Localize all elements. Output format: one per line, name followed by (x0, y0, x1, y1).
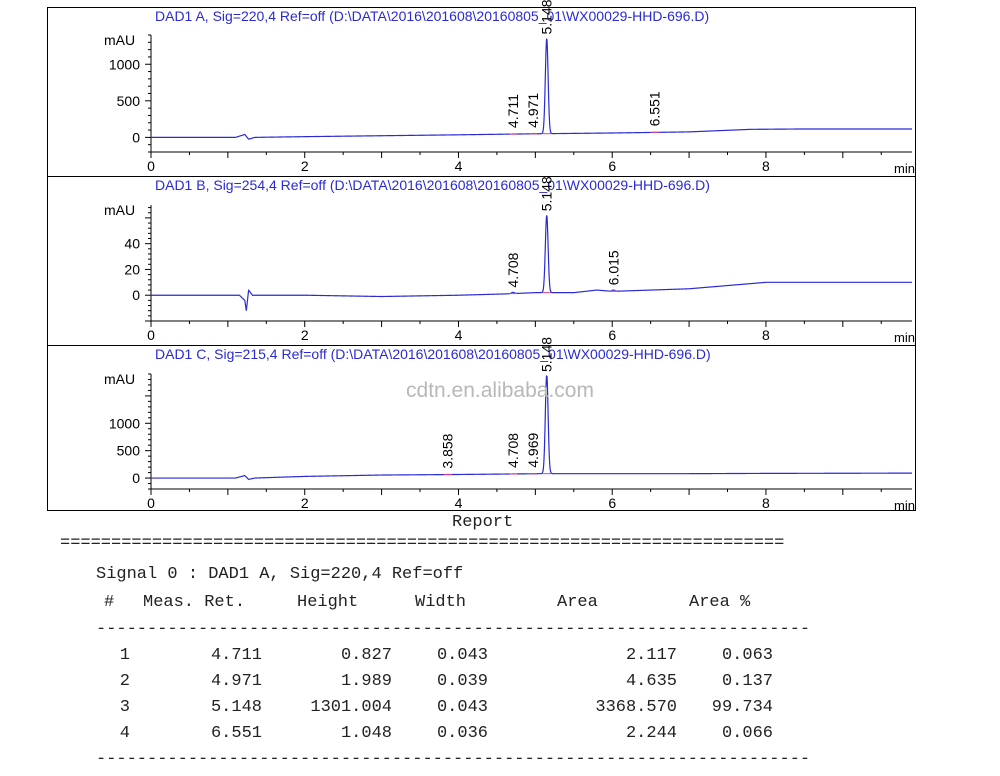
x-tick-label: 0 (147, 158, 155, 174)
table-cell: 4.971 (210, 672, 262, 691)
table-cell: 1301.004 (310, 698, 392, 717)
y-tick-label: 0 (132, 287, 140, 303)
x-tick-label: 2 (301, 327, 309, 343)
chromatogram-panel: DAD1 A, Sig=220,4 Ref=off (D:\DATA\2016\… (104, 0, 915, 176)
y-tick-label: 1000 (109, 415, 140, 431)
table-cell: 3368.570 (595, 698, 677, 717)
table-cell: 1.048 (340, 724, 392, 743)
table-cell: 4.635 (625, 672, 677, 691)
table-dash-line-bottom: ----------------------------------------… (96, 750, 811, 769)
panel-title: DAD1 C, Sig=215,4 Ref=off (D:\DATA\2016\… (155, 346, 711, 362)
x-axis-unit: min (894, 330, 915, 345)
y-tick-label: 40 (124, 236, 140, 252)
table-cell: 0.066 (721, 724, 773, 743)
x-tick-label: 2 (301, 158, 309, 174)
x-tick-label: 8 (762, 495, 770, 511)
signal-trace (151, 215, 912, 311)
x-tick-label: 6 (608, 327, 616, 343)
peak-label: 5.148 (539, 337, 555, 372)
peak-label: 5.148 (539, 176, 555, 211)
x-tick-label: 4 (455, 495, 463, 511)
chromatogram-figure: DAD1 A, Sig=220,4 Ref=off (D:\DATA\2016\… (47, 0, 916, 512)
chromatogram-panel: DAD1 B, Sig=254,4 Ref=off (D:\DATA\2016\… (104, 176, 915, 345)
y-tick-label: 500 (117, 93, 141, 109)
y-tick-label: 1000 (109, 56, 140, 72)
table-cell: 0.036 (436, 724, 488, 743)
x-axis-unit: min (894, 498, 915, 512)
peak-label: 4.971 (525, 93, 541, 128)
x-axis-unit: min (894, 161, 915, 176)
table-cell: 3 (119, 698, 130, 717)
table-cell: 4 (119, 724, 130, 743)
chromatogram-border (47, 7, 916, 511)
table-cell: 2.244 (625, 724, 677, 743)
report-title: Report (452, 513, 514, 532)
y-tick-label: 0 (132, 129, 140, 145)
table-dash-line: ----------------------------------------… (96, 620, 811, 639)
table-cell: 6.551 (210, 724, 262, 743)
peak-label: 4.711 (505, 94, 521, 128)
y-axis-label: mAU (104, 202, 135, 218)
table-cell: 1.989 (340, 672, 392, 691)
y-tick-label: 20 (124, 261, 140, 277)
table-cell: 0.827 (340, 646, 392, 665)
chromatogram-panel: DAD1 C, Sig=215,4 Ref=off (D:\DATA\2016\… (104, 337, 915, 512)
report-section: Report =================================… (0, 510, 1000, 776)
table-cell: 0.039 (436, 672, 488, 691)
watermark: cdtn.en.alibaba.com (406, 379, 594, 402)
x-tick-label: 0 (147, 495, 155, 511)
x-tick-label: 0 (147, 327, 155, 343)
x-tick-label: 2 (301, 495, 309, 511)
peak-label: 4.969 (525, 433, 541, 468)
y-tick-label: 500 (117, 443, 141, 459)
x-tick-label: 8 (762, 158, 770, 174)
x-tick-label: 8 (762, 327, 770, 343)
table-cell: 0.063 (721, 646, 773, 665)
table-cell: 4.711 (210, 646, 262, 665)
header-area-pct: Area % (689, 593, 751, 612)
panel-title: DAD1 A, Sig=220,4 Ref=off (D:\DATA\2016\… (155, 8, 709, 24)
peak-label: 5.148 (539, 0, 555, 35)
peak-label: 6.551 (647, 91, 663, 126)
peak-label: 6.015 (605, 250, 621, 285)
x-tick-label: 6 (608, 158, 616, 174)
table-cell: 2.117 (625, 646, 677, 665)
header-ret: Meas. Ret. (143, 593, 246, 612)
table-cell: 2 (119, 672, 130, 691)
x-tick-label: 4 (455, 158, 463, 174)
table-cell: 0.137 (721, 672, 773, 691)
table-cell: 1 (119, 646, 130, 665)
peak-label: 4.708 (505, 252, 521, 287)
x-tick-label: 6 (608, 495, 616, 511)
peak-label: 4.708 (505, 433, 521, 468)
y-tick-label: 0 (132, 470, 140, 486)
table-cell: 5.148 (210, 698, 262, 717)
header-width: Width (415, 593, 467, 612)
peak-label: 3.858 (440, 433, 456, 468)
table-cell: 0.043 (436, 646, 488, 665)
x-tick-label: 4 (455, 327, 463, 343)
panel-title: DAD1 B, Sig=254,4 Ref=off (D:\DATA\2016\… (155, 177, 710, 193)
header-index: # (104, 593, 115, 612)
header-height: Height (297, 593, 359, 612)
signal-line: Signal 0 : DAD1 A, Sig=220,4 Ref=off (96, 565, 464, 584)
y-axis-label: mAU (104, 32, 135, 48)
header-area: Area (557, 593, 598, 612)
table-cell: 99.734 (711, 698, 773, 717)
table-cell: 0.043 (436, 698, 488, 717)
y-axis-label: mAU (104, 371, 135, 387)
report-separator: ========================================… (60, 534, 785, 553)
